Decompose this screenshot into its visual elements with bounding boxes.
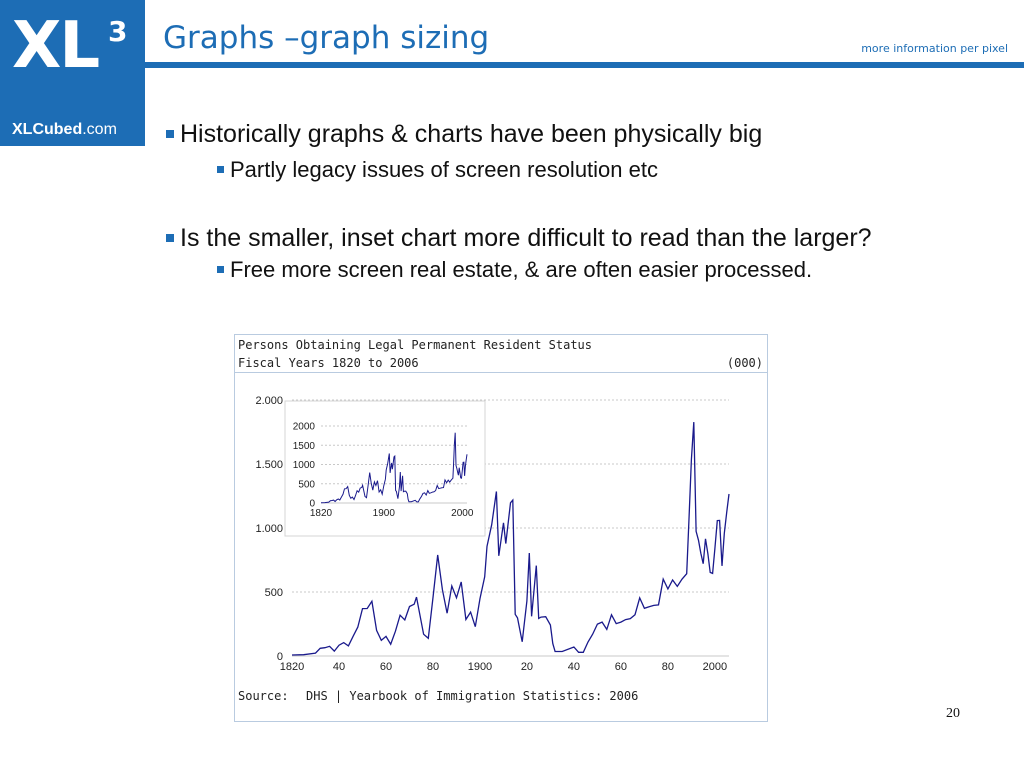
x-tick-label: 60 bbox=[380, 661, 392, 673]
main-y-tick-labels: 0 500 1.000 1.500 2.000 bbox=[255, 395, 283, 663]
header-rule bbox=[145, 62, 1024, 68]
y-tick-label: 1500 bbox=[293, 441, 316, 452]
y-tick-label: 0 bbox=[277, 651, 283, 663]
bullet-square-icon bbox=[217, 266, 224, 273]
sub-bullet-item: Partly legacy issues of screen resolutio… bbox=[217, 157, 658, 183]
y-tick-label: 500 bbox=[298, 479, 315, 490]
slide-title: Graphs –graph sizing bbox=[163, 20, 490, 56]
chart-subtitle: Fiscal Years 1820 to 2006 bbox=[238, 356, 419, 370]
source-text: DHS | Yearbook of Immigration Statistics… bbox=[306, 689, 639, 703]
x-tick-label: 40 bbox=[333, 661, 345, 673]
logo-wordmark: XL bbox=[12, 9, 100, 83]
bullet-text: Historically graphs & charts have been p… bbox=[180, 120, 763, 148]
bullet-item: Is the smaller, inset chart more difficu… bbox=[166, 224, 872, 253]
chart-source: Source: DHS | Yearbook of Immigration Sta… bbox=[238, 689, 638, 703]
sub-bullet-item: Free more screen real estate, & are ofte… bbox=[217, 257, 812, 283]
logo-url-bold: XLCubed bbox=[12, 121, 83, 138]
y-tick-label: 0 bbox=[309, 499, 315, 510]
x-tick-label: 40 bbox=[568, 661, 580, 673]
x-tick-label: 2000 bbox=[451, 508, 474, 519]
inset-series-line bbox=[320, 432, 468, 504]
page-number: 20 bbox=[946, 706, 960, 721]
main-x-tick-labels: 1820 40 60 80 1900 20 40 60 80 2000 bbox=[280, 661, 727, 673]
bullet-square-icon bbox=[166, 130, 174, 138]
x-tick-label: 1900 bbox=[468, 661, 492, 673]
bullet-text: Partly legacy issues of screen resolutio… bbox=[230, 157, 658, 182]
inset-chart-background bbox=[284, 400, 486, 537]
x-tick-label: 20 bbox=[521, 661, 533, 673]
chart-panel: Persons Obtaining Legal Permanent Reside… bbox=[234, 334, 768, 722]
bullet-text: Free more screen real estate, & are ofte… bbox=[230, 257, 813, 282]
y-tick-label: 500 bbox=[265, 587, 283, 599]
y-tick-label: 1.000 bbox=[255, 523, 283, 535]
bullet-text: Is the smaller, inset chart more difficu… bbox=[180, 224, 872, 252]
inset-gridlines bbox=[321, 425, 467, 504]
inset-y-tick-labels: 0 500 1000 1500 2000 bbox=[293, 422, 316, 510]
x-tick-label: 1900 bbox=[373, 508, 396, 519]
chart-svg: 0 500 1.000 1.500 2.000 1820 40 60 80 1900 20 40 60… bbox=[255, 395, 730, 673]
chart-header-divider bbox=[235, 372, 767, 373]
logo-url: XLCubed.com bbox=[12, 121, 117, 139]
x-tick-label: 80 bbox=[662, 661, 674, 673]
main-series-line bbox=[291, 422, 730, 656]
chart-title: Persons Obtaining Legal Permanent Reside… bbox=[238, 338, 593, 352]
chart-unit: (000) bbox=[726, 356, 763, 370]
tagline: more information per pixel bbox=[861, 42, 1008, 55]
bullet-square-icon bbox=[166, 234, 174, 242]
source-label: Source: bbox=[238, 689, 289, 703]
y-tick-label: 2.000 bbox=[255, 395, 283, 407]
logo-superscript: 3 bbox=[108, 15, 128, 48]
x-tick-label: 1820 bbox=[310, 508, 333, 519]
y-tick-label: 1000 bbox=[293, 460, 316, 471]
logo-url-rest: .com bbox=[82, 121, 117, 138]
y-tick-label: 1.500 bbox=[255, 459, 283, 471]
y-tick-label: 2000 bbox=[293, 422, 316, 433]
x-tick-label: 80 bbox=[427, 661, 439, 673]
inset-x-tick-labels: 1820 1900 2000 bbox=[310, 508, 474, 519]
bullet-square-icon bbox=[217, 166, 224, 173]
bullet-item: Historically graphs & charts have been p… bbox=[166, 120, 762, 149]
xlcubed-logo[interactable]: XL 3 XLCubed.com bbox=[0, 0, 145, 146]
x-tick-label: 1820 bbox=[280, 661, 304, 673]
x-tick-label: 60 bbox=[615, 661, 627, 673]
x-tick-label: 2000 bbox=[703, 661, 727, 673]
